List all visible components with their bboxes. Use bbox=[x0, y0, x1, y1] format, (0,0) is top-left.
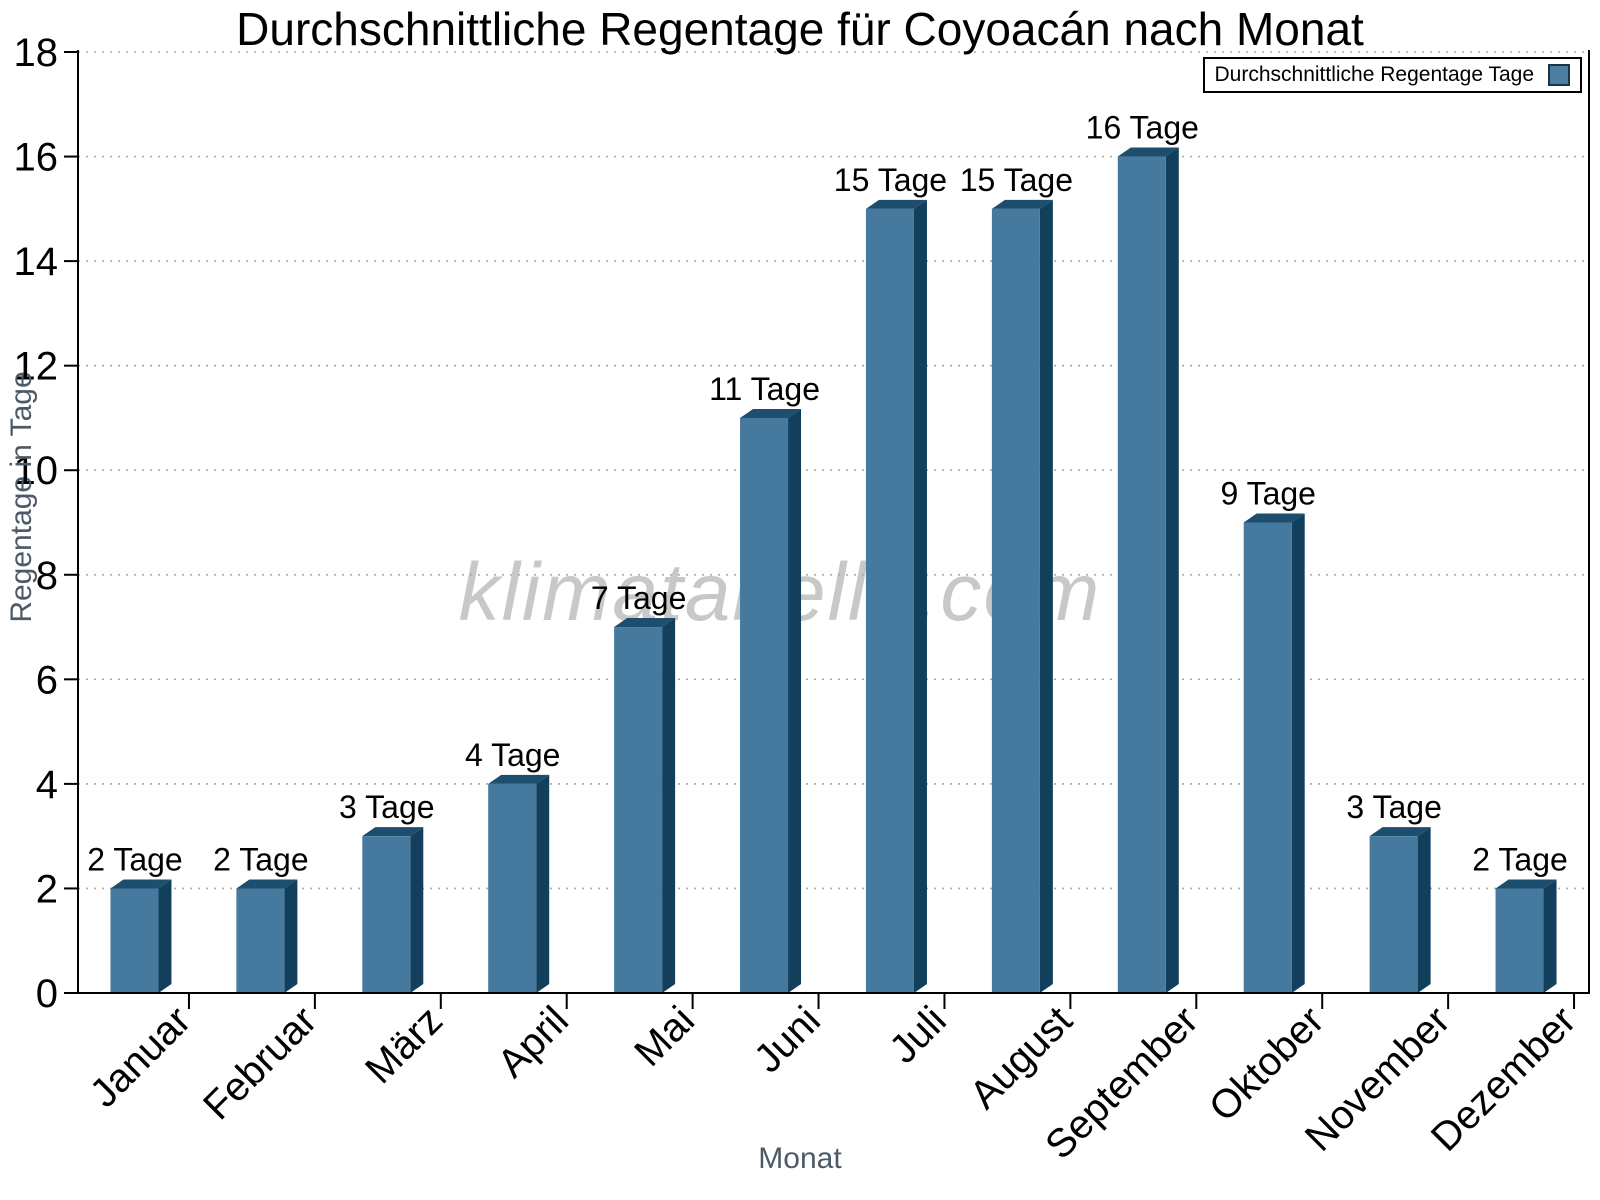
bar-front-face bbox=[362, 836, 411, 993]
bar-side-face bbox=[788, 408, 802, 993]
bar-top-face bbox=[865, 199, 927, 209]
bar-value-label: 3 Tage bbox=[339, 789, 435, 825]
bar-top-face bbox=[1495, 879, 1557, 889]
x-tick-label-februar: Februar bbox=[195, 998, 325, 1128]
y-tick-label: 12 bbox=[14, 345, 59, 389]
bar-value-label: 2 Tage bbox=[1472, 841, 1568, 877]
bar-front-face bbox=[236, 888, 285, 993]
x-tick-label-mai: Mai bbox=[626, 998, 703, 1075]
bar-august[interactable]: 15 Tage bbox=[960, 162, 1073, 994]
bar-front-face bbox=[1369, 836, 1418, 993]
x-tick-label-juni: Juni bbox=[746, 998, 829, 1081]
bar-dezember[interactable]: 2 Tage bbox=[1472, 841, 1568, 993]
bar-side-face bbox=[1165, 147, 1179, 994]
bar-front-face bbox=[865, 208, 914, 994]
bar-side-face bbox=[1039, 199, 1053, 994]
y-axis-title: Regentage in Tage bbox=[5, 371, 38, 623]
bar-top-face bbox=[488, 774, 550, 784]
y-tick-label: 0 bbox=[36, 972, 58, 1016]
bar-top-face bbox=[110, 879, 172, 889]
x-tick-label-juli: Juli bbox=[881, 998, 955, 1072]
bar-märz[interactable]: 3 Tage bbox=[339, 789, 435, 993]
bar-side-face bbox=[1291, 513, 1305, 993]
bar-value-label: 15 Tage bbox=[960, 162, 1073, 198]
y-tick-label: 2 bbox=[36, 867, 58, 911]
legend-swatch-icon bbox=[1548, 64, 1570, 86]
bar-oktober[interactable]: 9 Tage bbox=[1220, 476, 1316, 994]
y-tick-label: 8 bbox=[36, 554, 58, 598]
bar-februar[interactable]: 2 Tage bbox=[213, 841, 309, 993]
bar-top-face bbox=[236, 879, 298, 889]
x-tick-label-märz: März bbox=[357, 998, 451, 1092]
bar-top-face bbox=[740, 408, 802, 418]
bar-juli[interactable]: 15 Tage bbox=[834, 162, 947, 994]
bar-april[interactable]: 4 Tage bbox=[465, 737, 561, 993]
bar-side-face bbox=[913, 199, 927, 994]
legend-box: Durchschnittliche Regentage Tage bbox=[1202, 57, 1582, 93]
x-tick-label-oktober: Oktober bbox=[1201, 998, 1333, 1130]
bar-top-face bbox=[1369, 827, 1431, 837]
bar-mai[interactable]: 7 Tage bbox=[591, 580, 687, 993]
bar-side-face bbox=[284, 879, 298, 993]
bar-front-face bbox=[1495, 888, 1544, 993]
bar-front-face bbox=[740, 417, 789, 993]
x-tick-label-januar: Januar bbox=[82, 998, 200, 1116]
bar-side-face bbox=[536, 774, 550, 993]
bar-value-label: 9 Tage bbox=[1220, 476, 1316, 512]
bar-side-face bbox=[662, 618, 676, 993]
y-tick-label: 14 bbox=[14, 240, 59, 284]
bar-juni[interactable]: 11 Tage bbox=[709, 371, 820, 993]
bar-front-face bbox=[110, 888, 159, 993]
y-tick-label: 10 bbox=[14, 449, 59, 493]
bar-side-face bbox=[1417, 827, 1431, 993]
bar-top-face bbox=[362, 827, 424, 837]
bar-value-label: 3 Tage bbox=[1346, 789, 1442, 825]
bar-value-label: 11 Tage bbox=[709, 371, 820, 407]
bar-januar[interactable]: 2 Tage bbox=[87, 841, 183, 993]
bar-front-face bbox=[614, 627, 663, 993]
legend-item[interactable]: Durchschnittliche Regentage Tage bbox=[1215, 63, 1570, 87]
bar-front-face bbox=[991, 208, 1040, 994]
bar-top-face bbox=[1117, 147, 1179, 157]
bar-front-face bbox=[488, 783, 537, 993]
x-axis-title: Monat bbox=[758, 1142, 842, 1175]
bar-value-label: 15 Tage bbox=[834, 162, 947, 198]
bar-side-face bbox=[158, 879, 172, 993]
bar-side-face bbox=[410, 827, 424, 993]
x-tick-label-april: April bbox=[489, 998, 577, 1086]
y-tick-label: 18 bbox=[14, 31, 59, 75]
bar-front-face bbox=[1117, 156, 1166, 994]
bar-value-label: 7 Tage bbox=[591, 580, 687, 616]
bar-november[interactable]: 3 Tage bbox=[1346, 789, 1442, 993]
legend-label: Durchschnittliche Regentage Tage bbox=[1214, 63, 1534, 86]
bar-value-label: 2 Tage bbox=[213, 841, 309, 877]
bar-value-label: 2 Tage bbox=[87, 841, 183, 877]
y-tick-label: 4 bbox=[36, 763, 58, 807]
chart-title: Durchschnittliche Regentage für Coyoacán… bbox=[236, 3, 1364, 55]
bar-side-face bbox=[1543, 879, 1557, 993]
bar-value-label: 16 Tage bbox=[1086, 110, 1199, 146]
bar-top-face bbox=[991, 199, 1053, 209]
bar-september[interactable]: 16 Tage bbox=[1086, 110, 1199, 994]
bar-top-face bbox=[614, 618, 676, 628]
y-tick-label: 6 bbox=[36, 658, 58, 702]
bar-top-face bbox=[1243, 513, 1305, 523]
bar-value-label: 4 Tage bbox=[465, 737, 561, 773]
x-tick-label-august: August bbox=[962, 998, 1081, 1117]
y-tick-label: 16 bbox=[14, 136, 59, 180]
bar-front-face bbox=[1243, 522, 1292, 993]
